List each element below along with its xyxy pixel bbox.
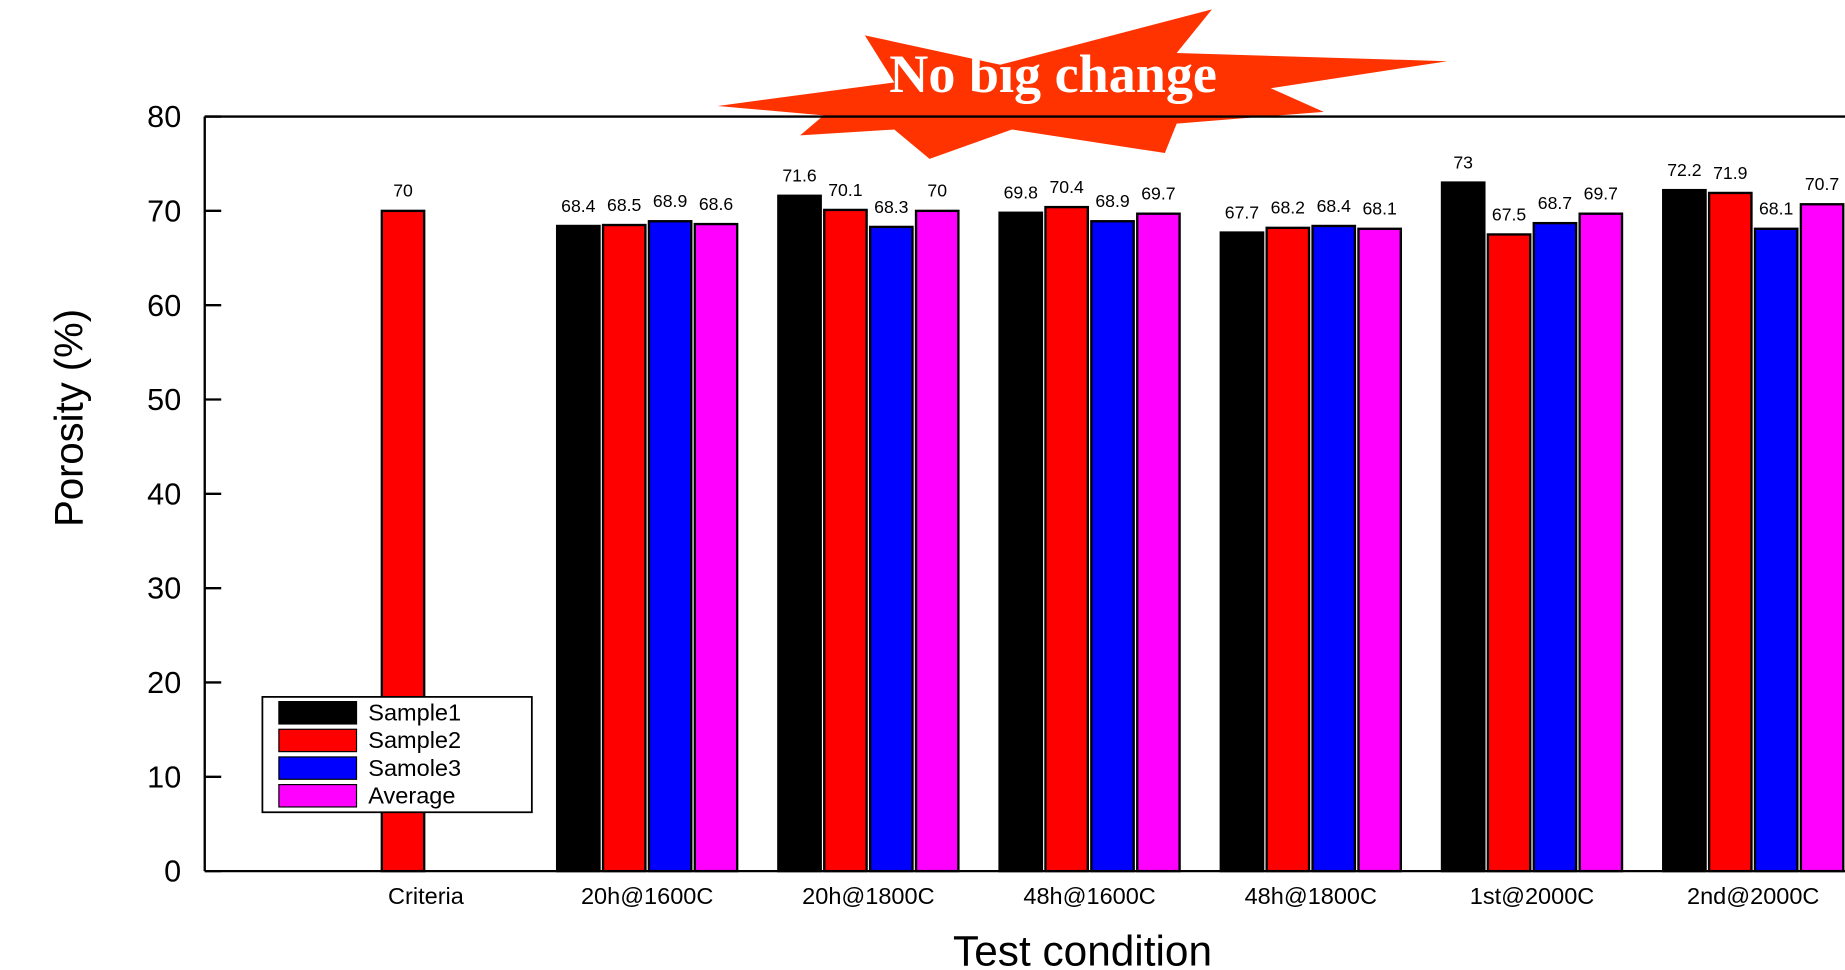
- value-label: 70.1: [828, 180, 862, 200]
- value-label: 68.2: [1271, 198, 1305, 218]
- value-label: 68.9: [1095, 191, 1129, 211]
- value-label: 68.3: [874, 197, 909, 217]
- legend-swatch: [279, 757, 357, 779]
- bar: [1137, 214, 1179, 871]
- legend-swatch: [279, 702, 357, 724]
- bar: [824, 210, 866, 871]
- y-tick-label: 70: [147, 194, 181, 228]
- legend-swatch: [279, 785, 357, 807]
- x-axis-label: Test condition: [953, 927, 1212, 970]
- y-tick-label: 10: [147, 760, 181, 794]
- y-tick-label: 40: [147, 477, 181, 511]
- legend-label: Average: [368, 782, 455, 808]
- bar: [1580, 214, 1622, 871]
- x-tick-label: 48h@1800C: [1245, 883, 1377, 909]
- y-tick-label: 0: [164, 855, 181, 889]
- x-tick-label: 2nd@2000C: [1687, 883, 1819, 909]
- bar: [603, 225, 645, 871]
- bar: [1358, 229, 1400, 871]
- value-label: 70: [393, 181, 413, 201]
- bar: [778, 196, 820, 871]
- value-label: 68.4: [561, 196, 596, 216]
- bar: [649, 221, 691, 871]
- bar: [1663, 190, 1705, 871]
- value-label: 68.9: [653, 191, 687, 211]
- value-label: 72.2: [1667, 160, 1701, 180]
- legend-label: Samole3: [368, 755, 461, 781]
- bar: [557, 226, 599, 871]
- bar: [1488, 234, 1530, 871]
- bar: [1045, 207, 1087, 871]
- y-tick-label: 30: [147, 572, 181, 606]
- y-tick-label: 20: [147, 666, 181, 700]
- bar: [1755, 229, 1797, 871]
- value-label: 69.8: [1004, 183, 1039, 203]
- value-label: 71.9: [1713, 163, 1747, 183]
- legend-label: Sample1: [368, 699, 461, 725]
- chart: No big change Test condition Porosity (%…: [0, 0, 1845, 970]
- value-label: 67.5: [1492, 204, 1527, 224]
- bar: [1000, 213, 1042, 871]
- bar: [1091, 221, 1133, 871]
- x-tick-label: 20h@1600C: [581, 883, 713, 909]
- value-label: 68.6: [699, 194, 734, 214]
- y-tick-label: 80: [147, 100, 181, 134]
- value-label: 68.1: [1362, 199, 1396, 219]
- value-label: 69.7: [1141, 184, 1175, 204]
- bar: [1221, 233, 1263, 872]
- bar: [1267, 228, 1309, 871]
- legend-label: Sample2: [368, 727, 461, 753]
- value-label: 68.7: [1538, 193, 1572, 213]
- x-tick-label: 20h@1800C: [802, 883, 934, 909]
- page: {"chart_data":{"type":"bar","annotation"…: [0, 0, 1845, 970]
- value-label: 70: [927, 181, 947, 201]
- bar: [695, 224, 737, 871]
- bar: [1709, 193, 1751, 871]
- value-label: 70.7: [1805, 174, 1839, 194]
- x-tick-label: 1st@2000C: [1470, 883, 1595, 909]
- value-label: 67.7: [1225, 202, 1259, 222]
- bar: [916, 211, 958, 871]
- value-label: 68.1: [1759, 199, 1793, 219]
- value-label: 70.4: [1049, 177, 1084, 197]
- value-label: 69.7: [1584, 184, 1618, 204]
- value-label: 73: [1453, 152, 1473, 172]
- value-label: 68.4: [1317, 196, 1352, 216]
- annotation: No big change: [889, 44, 1217, 104]
- x-tick-label: 48h@1600C: [1023, 883, 1155, 909]
- y-axis-label: Porosity (%): [47, 309, 91, 527]
- value-label: 68.5: [607, 195, 642, 215]
- value-label: 71.6: [782, 166, 817, 186]
- bar: [870, 227, 912, 871]
- x-tick-label: Criteria: [388, 883, 465, 909]
- bar: [1534, 223, 1576, 871]
- bar: [1801, 204, 1843, 871]
- y-tick-label: 60: [147, 289, 181, 323]
- bar: [1313, 226, 1355, 871]
- bar: [1442, 183, 1484, 872]
- legend-swatch: [279, 729, 357, 751]
- y-tick-label: 50: [147, 383, 181, 417]
